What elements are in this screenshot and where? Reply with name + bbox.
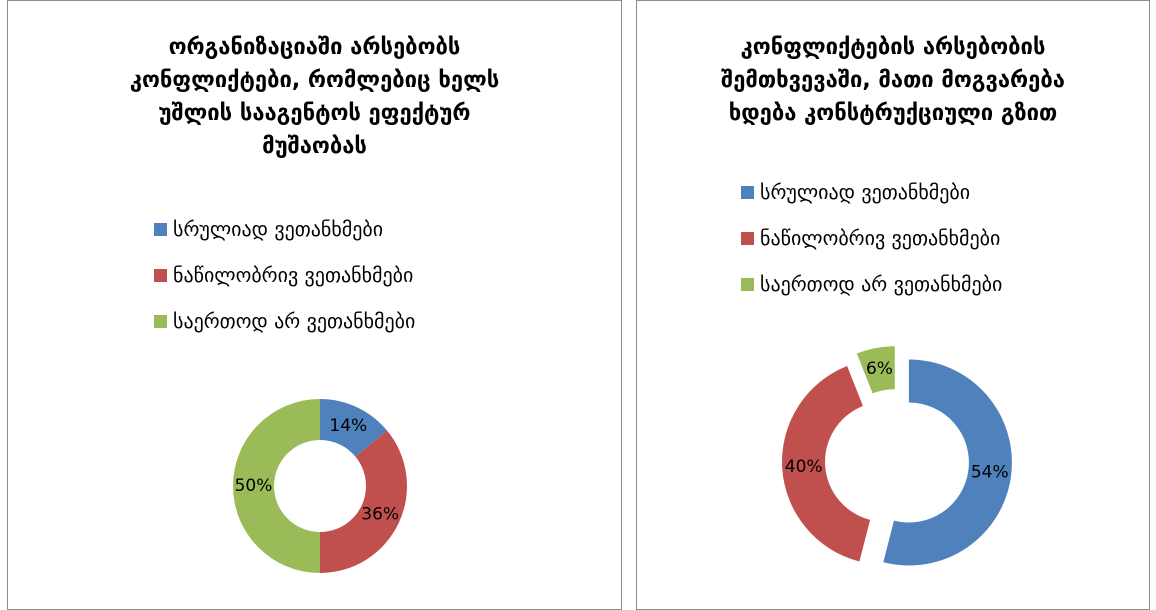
donut-slice [233,399,320,573]
chart-title: ორგანიზაციაში არსებობს კონფლიქტები, რომლ… [8,31,621,163]
legend-item: სრულიად ვეთანხმები [741,169,1002,215]
slice-data-label: 50% [235,476,273,496]
chart-title: კონფლიქტების არსებობის შემთხვევაში, მათი… [637,31,1149,130]
donut-slice [320,399,388,457]
donut-chart: 14% 36% 50% [233,399,407,573]
slice-data-label: 54% [971,463,1009,483]
legend-label: ნაწილობრივ ვეთანხმები [173,263,414,287]
legend-swatch [154,314,167,328]
legend-swatch [741,277,754,291]
slice-data-label: 36% [361,504,399,524]
legend-item: სრულიად ვეთანხმები [154,206,415,252]
donut-slice [782,365,871,562]
donut-slice [856,346,895,394]
legend-swatch [741,231,754,245]
legend-label: სრულიად ვეთანხმები [760,180,971,204]
legend-swatch [154,222,167,236]
title-line: უშლის სააგენტოს ეფექტურ [158,101,471,126]
legend-label: სრულიად ვეთანხმები [173,217,384,241]
legend-item: ნაწილობრივ ვეთანხმები [741,215,1002,261]
donut-slice [883,359,1012,566]
legend-item: საერთოდ არ ვეთანხმები [741,261,1002,307]
title-line: კონფლიქტების არსებობის [740,35,1046,60]
title-line: მუშაობას [262,134,367,159]
legend-label: საერთოდ არ ვეთანხმები [760,272,1003,296]
title-line: კონფლიქტები, რომლებიც ხელს [129,68,500,93]
slice-data-label: 6% [866,359,893,379]
donut-slice [320,430,407,573]
chart-panel-left: ორგანიზაციაში არსებობს კონფლიქტები, რომლ… [7,0,622,610]
title-line: შემთხვევაში, მათი მოგვარება [721,68,1065,93]
donut-chart: 54% 40% 6% [782,346,1012,566]
slice-data-label: 14% [329,416,367,436]
legend-swatch [741,185,754,199]
title-line: ხდება კონსტრუქციული გზით [728,101,1058,126]
chart-panel-right: კონფლიქტების არსებობის შემთხვევაში, მათი… [636,0,1150,610]
legend-item: ნაწილობრივ ვეთანხმები [154,252,415,298]
title-line: ორგანიზაციაში არსებობს [168,35,461,60]
legend-label: საერთოდ არ ვეთანხმები [173,309,416,333]
slice-data-label: 40% [785,457,823,477]
chart-legend: სრულიად ვეთანხმები ნაწილობრივ ვეთანხმები… [154,206,415,344]
legend-item: საერთოდ არ ვეთანხმები [154,298,415,344]
chart-legend: სრულიად ვეთანხმები ნაწილობრივ ვეთანხმები… [741,169,1002,307]
legend-swatch [154,268,167,282]
legend-label: ნაწილობრივ ვეთანხმები [760,226,1001,250]
